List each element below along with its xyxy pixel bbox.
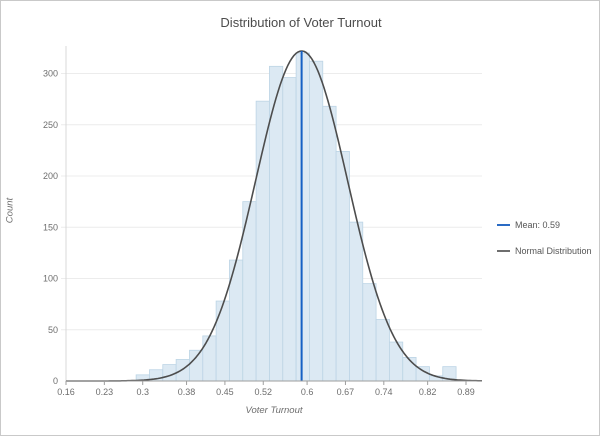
- histogram-bar[interactable]: [362, 283, 377, 382]
- histogram-bar[interactable]: [175, 359, 190, 382]
- legend-label-mean: Mean: 0.59: [515, 220, 561, 230]
- legend: Mean: 0.59 Normal Distribution: [497, 217, 592, 269]
- x-tick-label: 0.45: [216, 387, 234, 397]
- y-tick-label: 50: [48, 325, 58, 335]
- legend-label-normal: Normal Distribution: [515, 246, 592, 256]
- legend-item-mean: Mean: 0.59: [497, 217, 592, 233]
- y-axis-title: Count: [4, 197, 16, 224]
- histogram-bar[interactable]: [202, 335, 217, 382]
- y-tick-label: 0: [53, 376, 58, 386]
- x-tick-label: 0.38: [178, 387, 196, 397]
- x-tick-label: 0.16: [57, 387, 75, 397]
- histogram-bar[interactable]: [215, 300, 230, 382]
- mean-line-swatch: [497, 224, 510, 226]
- chart-title: Distribution of Voter Turnout: [220, 15, 382, 30]
- x-tick-label: 0.67: [337, 387, 355, 397]
- histogram-bar[interactable]: [335, 150, 350, 382]
- histogram-bar[interactable]: [349, 221, 364, 382]
- histogram-bar[interactable]: [282, 77, 297, 382]
- histogram-bar[interactable]: [375, 319, 390, 382]
- histogram-bar[interactable]: [255, 100, 270, 382]
- histogram-bar[interactable]: [309, 60, 324, 382]
- x-axis-title: Voter Turnout: [245, 405, 303, 416]
- legend-item-normal: Normal Distribution: [497, 243, 592, 259]
- y-tick-label: 250: [43, 120, 58, 130]
- x-tick-label: 0.23: [96, 387, 114, 397]
- histogram-bar[interactable]: [322, 105, 337, 382]
- y-tick-label: 300: [43, 69, 58, 79]
- x-tick-label: 0.3: [136, 387, 149, 397]
- histogram-bar[interactable]: [162, 364, 177, 382]
- y-tick-label: 200: [43, 171, 58, 181]
- histogram-bar[interactable]: [189, 349, 204, 382]
- x-tick-label: 0.52: [254, 387, 272, 397]
- x-tick-label: 0.6: [301, 387, 314, 397]
- histogram-bar[interactable]: [295, 52, 310, 382]
- y-tick-label: 100: [43, 274, 58, 284]
- x-tick-label: 0.74: [375, 387, 393, 397]
- x-tick-label: 0.82: [419, 387, 437, 397]
- y-tick-label: 150: [43, 222, 58, 232]
- normal-curve-swatch: [497, 250, 510, 252]
- x-tick-label: 0.89: [457, 387, 475, 397]
